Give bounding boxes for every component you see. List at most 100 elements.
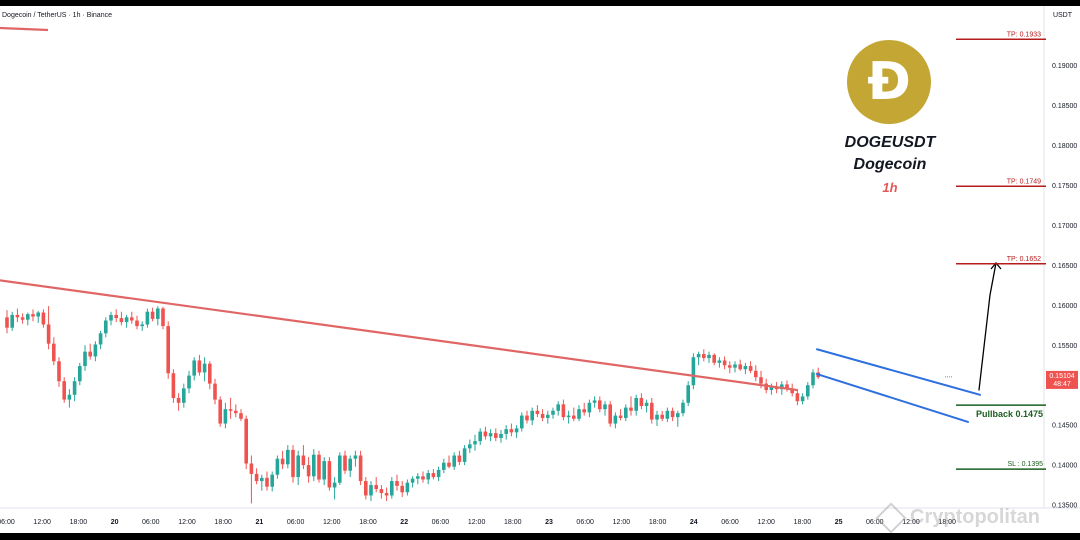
candle-up — [275, 455, 280, 479]
x-tick-label: 21 — [256, 519, 264, 526]
candle-body — [260, 477, 264, 482]
candle-body — [738, 364, 742, 370]
channel-upper-line — [816, 348, 981, 396]
candle-body — [790, 388, 794, 394]
candle-body — [239, 413, 243, 419]
candle-down — [327, 457, 332, 491]
candle-down — [244, 415, 248, 470]
candle-body — [717, 360, 722, 363]
candle-body — [223, 409, 228, 424]
candle-up — [624, 404, 628, 422]
candle-up — [156, 306, 160, 326]
candle-body — [171, 373, 176, 398]
candle-body — [421, 476, 425, 480]
candle-down — [483, 426, 488, 440]
candle-body — [150, 311, 155, 319]
x-tick-label: 06:00 — [576, 519, 594, 526]
candle-up — [442, 458, 446, 474]
candle-up — [691, 353, 696, 390]
candle-body — [769, 386, 774, 391]
candle-body — [52, 343, 56, 362]
price-chart[interactable]: 0.135000.140000.145000.150000.155000.160… — [0, 6, 1080, 533]
candle-up — [800, 393, 805, 405]
candle-body — [598, 400, 602, 410]
candle-body — [639, 397, 644, 406]
candle-down — [561, 399, 566, 421]
x-tick-label: 18:00 — [214, 519, 232, 526]
y-tick-label: 0.14000 — [1052, 463, 1077, 470]
candle-body — [566, 415, 571, 418]
candle-down — [509, 423, 514, 437]
level-label: TP: 0.1933 — [1007, 31, 1041, 38]
candle-down — [431, 469, 436, 480]
candle-body — [15, 314, 20, 318]
candle-up — [603, 401, 607, 416]
y-tick-label: 0.13500 — [1052, 503, 1077, 510]
level-label: TP: 0.1652 — [1007, 256, 1041, 263]
candle-body — [410, 478, 415, 483]
candle-body — [592, 400, 597, 403]
candle-down — [20, 313, 25, 324]
candle-down — [161, 306, 165, 330]
candle-body — [322, 461, 326, 480]
candle-body — [582, 409, 586, 413]
watermark: Cryptopolitan — [875, 502, 1040, 533]
candle-down — [239, 409, 243, 422]
candle-body — [88, 351, 92, 357]
candle-down — [119, 311, 124, 326]
candle-up — [36, 310, 40, 323]
candle-down — [535, 405, 540, 418]
candle-down — [712, 353, 716, 366]
currency-label: USDT — [1052, 12, 1072, 19]
candle-up — [223, 402, 228, 429]
candle-down — [457, 450, 462, 466]
candle-up — [707, 351, 711, 363]
candle-up — [566, 410, 571, 424]
candle-body — [504, 429, 508, 434]
candle-body — [296, 455, 300, 478]
candle-up — [811, 369, 815, 389]
candle-up — [733, 361, 737, 373]
candle-down — [785, 380, 789, 392]
candle-up — [452, 452, 456, 470]
candle-up — [312, 449, 316, 482]
candle-body — [405, 482, 410, 493]
candle-up — [426, 469, 430, 485]
candle-down — [572, 407, 576, 422]
candle-body — [483, 431, 488, 437]
x-tick-label: 12:00 — [613, 519, 631, 526]
candle-down — [234, 404, 238, 418]
candle-body — [249, 463, 254, 474]
chart-title: Dogecoin / TetherUS · 1h · Binance — [2, 12, 112, 19]
candle-up — [655, 410, 659, 426]
candle-up — [514, 425, 519, 438]
candle-body — [613, 415, 618, 424]
candle-down — [650, 397, 654, 424]
candle-up — [676, 410, 680, 427]
candle-body — [650, 402, 654, 420]
candle-body — [759, 377, 763, 384]
candle-body — [93, 344, 98, 357]
candle-down — [249, 455, 254, 504]
candle-body — [156, 308, 160, 319]
resistance-trendline — [0, 279, 799, 392]
candle-up — [270, 471, 274, 492]
candle-up — [83, 345, 87, 371]
candle-body — [587, 402, 592, 413]
candle-down — [343, 450, 347, 474]
candle-body — [202, 363, 207, 373]
candle-body — [275, 458, 280, 475]
dogecoin-logo-glyph: Ð — [867, 52, 911, 112]
candle-down — [364, 477, 368, 500]
candle-down — [317, 450, 321, 483]
candle-body — [197, 360, 202, 373]
candle-up — [26, 312, 30, 326]
x-tick-label: 20 — [111, 519, 119, 526]
candle-up — [140, 321, 144, 331]
y-tick-label: 0.16000 — [1052, 303, 1077, 310]
candle-up — [187, 370, 191, 394]
candle-up — [192, 357, 196, 381]
candle-body — [187, 375, 191, 389]
candle-body — [182, 388, 186, 403]
last-price-tag — [1046, 370, 1078, 389]
